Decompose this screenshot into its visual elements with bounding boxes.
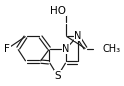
Text: S: S [54, 71, 61, 81]
Text: N: N [62, 44, 70, 54]
Text: HO: HO [50, 6, 66, 16]
Text: F: F [4, 44, 10, 54]
Text: CH₃: CH₃ [103, 44, 121, 54]
Text: N: N [74, 31, 81, 41]
